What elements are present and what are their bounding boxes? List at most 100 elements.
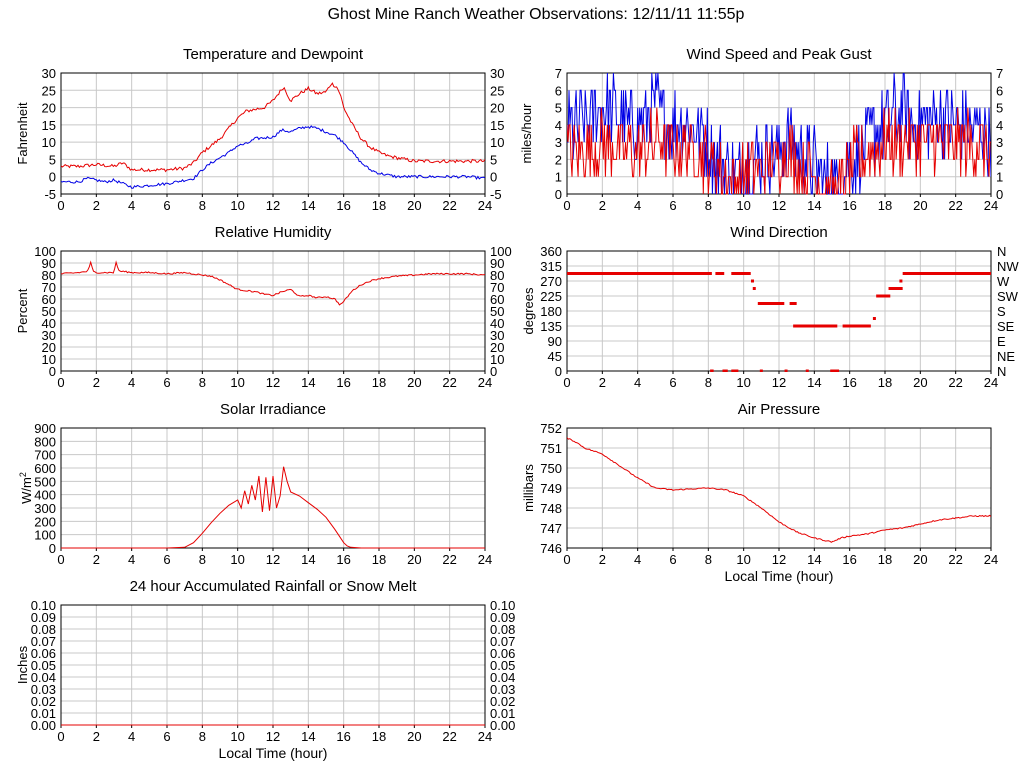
x-tick-label: 0 — [57, 729, 64, 744]
y-tick-label: 50 — [42, 304, 56, 319]
y-tick-label: 0 — [555, 364, 562, 379]
y-tick-label: 100 — [34, 528, 56, 543]
x-tick-label: 16 — [842, 198, 856, 213]
y-axis-label: millibars — [521, 464, 536, 512]
x-tick-label: 22 — [442, 198, 456, 213]
y-tick-label: 60 — [42, 292, 56, 307]
y-tick-label-right: 0.00 — [490, 718, 515, 733]
y-tick-label: 0.03 — [31, 682, 56, 697]
direction-point — [805, 369, 809, 372]
series-line — [61, 125, 485, 189]
compass-label: N — [997, 364, 1006, 379]
x-tick-label: 6 — [163, 198, 170, 213]
y-tick-label: 80 — [42, 268, 56, 283]
y-tick-label: 45 — [548, 349, 562, 364]
x-tick-label: 24 — [478, 729, 492, 744]
y-tick-label: 0 — [49, 364, 56, 379]
compass-label: W — [997, 274, 1010, 289]
y-tick-label-right: 0.10 — [490, 598, 515, 613]
y-tick-label-right: 3 — [996, 135, 1003, 150]
y-axis-label: miles/hour — [519, 103, 534, 164]
y-tick-label: 0 — [49, 170, 56, 185]
x-tick-label: 18 — [372, 375, 386, 390]
compass-label: NW — [997, 259, 1019, 274]
x-tick-label: 8 — [705, 198, 712, 213]
x-tick-label: 18 — [372, 729, 386, 744]
compass-label: SE — [997, 319, 1015, 334]
y-tick-label-right: 5 — [490, 152, 497, 167]
y-tick-label: 20 — [42, 340, 56, 355]
chart-title: Wind Speed and Peak Gust — [686, 46, 872, 63]
y-tick-label-right: 1 — [996, 170, 1003, 185]
x-tick-label: 24 — [984, 198, 998, 213]
y-tick-label-right: 0.07 — [490, 634, 515, 649]
y-axis-label: W/m2 — [18, 472, 34, 504]
x-tick-label: 14 — [301, 375, 315, 390]
compass-label: S — [997, 304, 1006, 319]
y-tick-label: 752 — [540, 421, 562, 436]
y-tick-label-right: 10 — [490, 352, 504, 367]
y-tick-label: 3 — [555, 135, 562, 150]
page-title: Ghost Mine Ranch Weather Observations: 1… — [327, 6, 745, 23]
x-tick-label: 8 — [199, 552, 206, 567]
x-tick-label: 10 — [230, 729, 244, 744]
y-tick-label: 500 — [34, 474, 56, 489]
plot-area — [61, 82, 485, 189]
series-line — [61, 260, 485, 306]
x-tick-label: 20 — [407, 552, 421, 567]
direction-point — [751, 279, 754, 283]
y-tick-label: 746 — [540, 541, 562, 556]
x-tick-label: 12 — [266, 375, 280, 390]
y-tick-label: 0.09 — [31, 610, 56, 625]
y-tick-label-right: 0.09 — [490, 610, 515, 625]
y-tick-label: 7 — [555, 66, 562, 81]
y-tick-label: 0.01 — [31, 706, 56, 721]
y-tick-label: 20 — [42, 101, 56, 116]
y-tick-label: 0.04 — [31, 670, 56, 685]
chart-title: Solar Irradiance — [220, 401, 326, 418]
y-tick-label: 90 — [42, 256, 56, 271]
y-axis-label: degrees — [521, 287, 536, 334]
compass-label: SW — [997, 289, 1019, 304]
y-tick-label: 2 — [555, 152, 562, 167]
x-tick-label: 22 — [948, 552, 962, 567]
x-tick-label: 4 — [128, 375, 135, 390]
y-tick-label-right: 0.05 — [490, 658, 515, 673]
y-tick-label-right: 0 — [490, 170, 497, 185]
y-tick-label: 800 — [34, 434, 56, 449]
chart-rain: 24 hour Accumulated Rainfall or Snow Mel… — [15, 578, 515, 761]
x-tick-label: 8 — [705, 552, 712, 567]
y-tick-label: 1 — [555, 170, 562, 185]
y-tick-label: 135 — [540, 319, 562, 334]
x-tick-label: 2 — [93, 552, 100, 567]
y-tick-label-right: 0.03 — [490, 682, 515, 697]
y-tick-label: 0.08 — [31, 622, 56, 637]
y-tick-label-right: 2 — [996, 152, 1003, 167]
y-tick-label-right: 7 — [996, 66, 1003, 81]
y-tick-label-right: 100 — [490, 244, 512, 259]
x-tick-label: 22 — [442, 729, 456, 744]
x-axis-label: Local Time (hour) — [219, 745, 328, 761]
y-tick-label: 40 — [42, 316, 56, 331]
x-tick-label: 12 — [266, 198, 280, 213]
y-tick-label: 225 — [540, 289, 562, 304]
y-tick-label-right: 0.02 — [490, 694, 515, 709]
x-tick-label: 4 — [128, 198, 135, 213]
y-tick-label: 600 — [34, 461, 56, 476]
y-tick-label: 0.07 — [31, 634, 56, 649]
y-tick-label-right: 4 — [996, 118, 1003, 133]
y-tick-label: 180 — [540, 304, 562, 319]
y-tick-label-right: 50 — [490, 304, 504, 319]
y-tick-label: 10 — [42, 352, 56, 367]
y-tick-label-right: 0.04 — [490, 670, 515, 685]
y-tick-label: 360 — [540, 244, 562, 259]
plot-area — [61, 260, 485, 306]
x-tick-label: 24 — [984, 552, 998, 567]
x-tick-label: 22 — [442, 375, 456, 390]
x-tick-label: 12 — [266, 729, 280, 744]
y-tick-label: 0.00 — [31, 718, 56, 733]
y-tick-label-right: 0 — [490, 364, 497, 379]
y-tick-label: 4 — [555, 118, 562, 133]
x-tick-label: 10 — [230, 375, 244, 390]
